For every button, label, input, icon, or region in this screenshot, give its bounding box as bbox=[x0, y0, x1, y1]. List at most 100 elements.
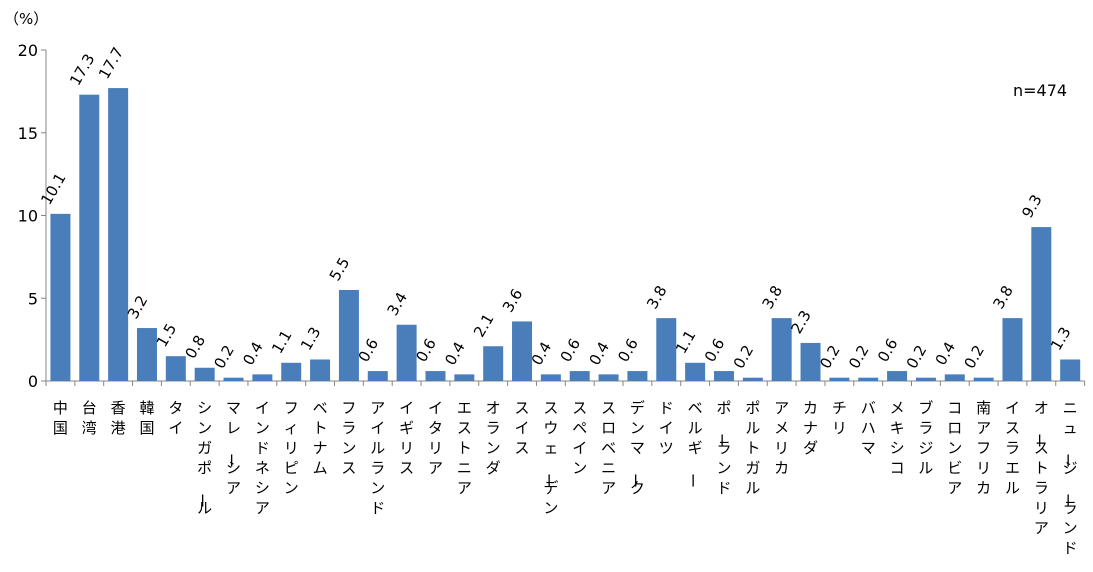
bar bbox=[685, 362, 706, 381]
bar bbox=[1031, 227, 1052, 381]
bar-value-label: 0.6 bbox=[614, 335, 642, 365]
bar bbox=[771, 318, 792, 381]
category-label: ベルギー bbox=[684, 399, 703, 488]
category-label: ブラジル bbox=[918, 399, 933, 477]
bar bbox=[512, 321, 533, 381]
bar bbox=[656, 318, 677, 381]
category-label: マレーシア bbox=[222, 399, 241, 497]
bar-value-label: 1.3 bbox=[297, 324, 325, 354]
category-label: インドネシア bbox=[255, 399, 270, 517]
bar-value-label: 0.6 bbox=[874, 335, 902, 365]
bar-value-label: 3.8 bbox=[643, 282, 671, 312]
bar-value-label: 3.6 bbox=[499, 286, 527, 316]
category-label: 中国 bbox=[53, 399, 68, 437]
bar bbox=[165, 356, 186, 381]
bar-value-label: 0.4 bbox=[239, 339, 267, 369]
y-tick-label: 10 bbox=[18, 207, 38, 226]
category-label: スウェーデン bbox=[539, 399, 558, 517]
bar bbox=[79, 94, 100, 381]
bar-value-label: 0.6 bbox=[557, 335, 585, 365]
category-label: フランス bbox=[341, 399, 356, 477]
bar bbox=[713, 371, 734, 381]
bar bbox=[338, 289, 359, 381]
bar bbox=[425, 371, 446, 381]
category-label: スロベニア bbox=[601, 399, 616, 497]
bar bbox=[252, 374, 273, 381]
category-label: スペイン bbox=[572, 399, 587, 477]
sample-size-annotation: n=474 bbox=[1013, 81, 1067, 100]
bar-value-label: 3.8 bbox=[759, 282, 787, 312]
category-label: オランダ bbox=[486, 399, 501, 477]
y-unit-label: （%） bbox=[4, 10, 48, 28]
bar-value-label: 0.2 bbox=[210, 342, 238, 372]
bar bbox=[310, 359, 331, 381]
bar-value-label: 10.1 bbox=[37, 170, 69, 208]
bar bbox=[50, 213, 71, 381]
bar-value-label: 17.3 bbox=[66, 51, 98, 89]
bar bbox=[194, 367, 215, 381]
y-tick-label: 0 bbox=[28, 372, 38, 391]
category-label: アイルランド bbox=[370, 399, 385, 517]
bar-value-label: 0.4 bbox=[585, 339, 613, 369]
bar-value-label: 1.1 bbox=[268, 327, 296, 357]
bar bbox=[858, 377, 879, 381]
bar bbox=[973, 377, 994, 381]
bar-value-label: 0.2 bbox=[903, 342, 931, 372]
value-labels: 10.117.317.73.21.5 0.8 0.2 0.4 1.1 1.35.50.63… bbox=[37, 44, 1074, 372]
bar-value-label: 0.2 bbox=[961, 342, 989, 372]
x-axis bbox=[45, 380, 1086, 386]
category-label: バハマ bbox=[861, 399, 876, 457]
bar bbox=[598, 374, 619, 381]
bar-value-label: 9.3 bbox=[1018, 191, 1046, 221]
bar-value-label: 0.6 bbox=[701, 335, 729, 365]
bar bbox=[800, 342, 821, 381]
bar-series bbox=[50, 88, 1081, 381]
category-labels: 中国台湾香港韓国タイシンガポールマレーシアインドネシアフィリピンベトナムフランス… bbox=[53, 399, 1078, 557]
bar bbox=[540, 374, 561, 381]
category-label: イタリア bbox=[428, 399, 443, 477]
y-axis: 0 5 10 15 20 bbox=[18, 41, 47, 391]
y-tick-label: 5 bbox=[28, 289, 38, 308]
category-label: シンガポール bbox=[193, 399, 212, 517]
category-label: 南アフリカ bbox=[976, 399, 991, 497]
bar-value-label: 3.4 bbox=[384, 289, 412, 319]
category-label: イスラエル bbox=[1005, 399, 1020, 497]
bar bbox=[281, 362, 302, 381]
bar-value-label: 2.1 bbox=[470, 311, 498, 341]
y-tick-label: 20 bbox=[18, 41, 38, 60]
category-label: フィリピン bbox=[284, 399, 299, 497]
category-label: ポルトガル bbox=[745, 399, 760, 497]
category-label: チリ bbox=[832, 399, 847, 437]
category-label: ポーランド bbox=[712, 399, 731, 497]
category-label: スイス bbox=[515, 399, 530, 457]
category-label: コロンビア bbox=[947, 399, 962, 497]
bar bbox=[569, 371, 590, 381]
bar bbox=[915, 377, 936, 381]
category-label: 韓国 bbox=[139, 399, 154, 437]
category-label: 台湾 bbox=[82, 399, 97, 437]
category-label: ドイツ bbox=[659, 399, 674, 457]
bar bbox=[108, 88, 129, 381]
bar bbox=[223, 377, 244, 381]
category-label: メキシコ bbox=[890, 399, 905, 477]
category-label: ニュージーランド bbox=[1059, 399, 1078, 557]
bar bbox=[829, 377, 850, 381]
bar bbox=[887, 371, 908, 381]
category-label: カナダ bbox=[803, 399, 818, 457]
bar bbox=[136, 328, 157, 381]
bar bbox=[483, 346, 504, 381]
bar-value-label: 5.5 bbox=[326, 254, 354, 284]
bar-value-label: 0.2 bbox=[730, 342, 758, 372]
category-label: タイ bbox=[168, 399, 183, 437]
y-tick-label: 15 bbox=[18, 124, 38, 143]
bar bbox=[367, 371, 388, 381]
bar bbox=[1060, 359, 1081, 381]
bar-value-label: 0.2 bbox=[845, 342, 873, 372]
bar bbox=[627, 371, 648, 381]
category-label: ベトナム bbox=[313, 399, 328, 477]
category-label: オーストラリア bbox=[1030, 399, 1049, 537]
bar bbox=[742, 377, 763, 381]
bar bbox=[944, 374, 965, 381]
bar bbox=[454, 374, 475, 381]
